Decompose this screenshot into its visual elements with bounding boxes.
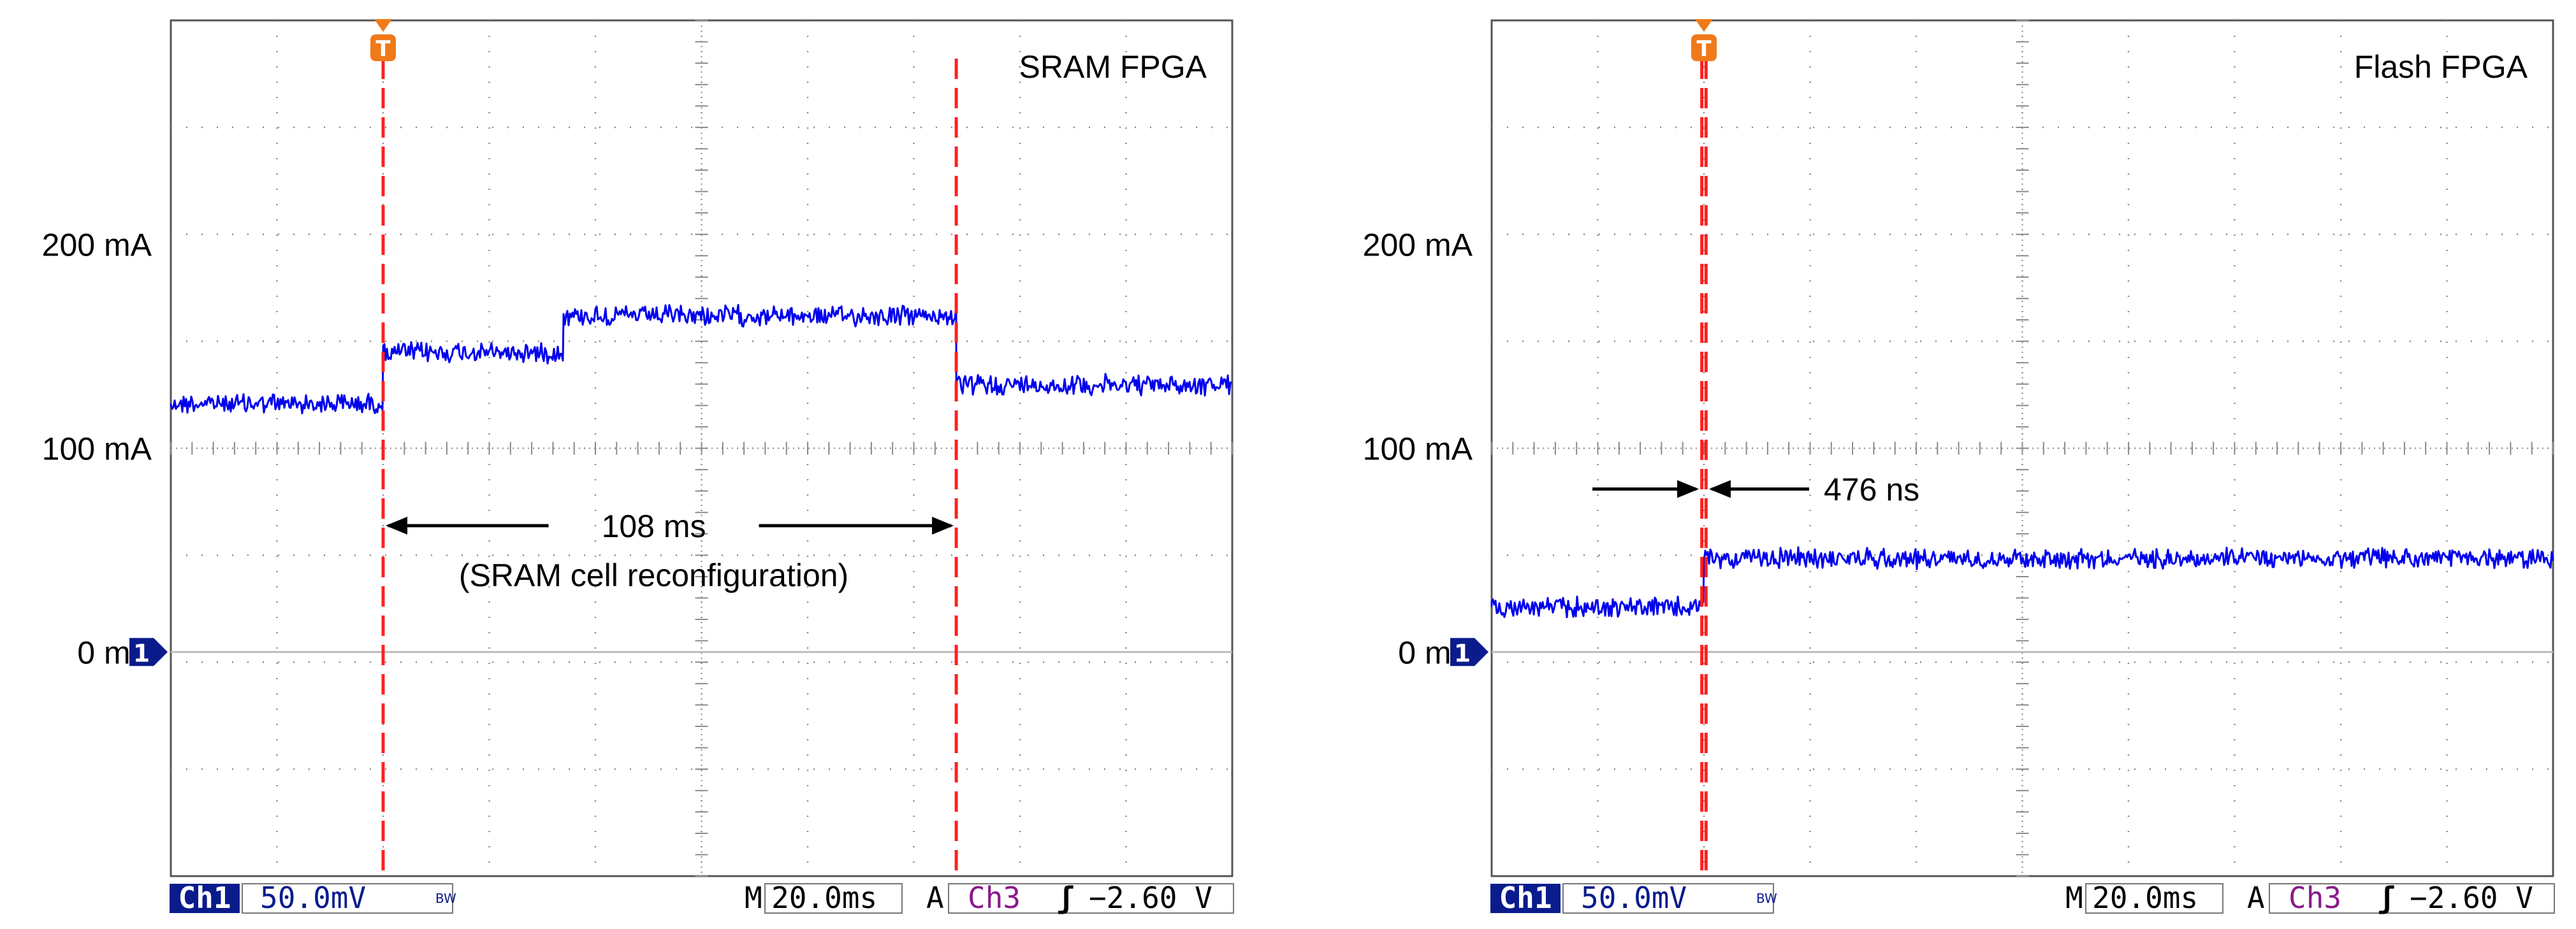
trigger-arrow — [1695, 19, 1713, 32]
channel-1-ground-marker: 1 — [1450, 638, 1488, 667]
channel-badge — [170, 884, 240, 913]
channel-label: Ch1 — [178, 881, 231, 915]
channel-badge — [1490, 884, 1561, 913]
panel-title: Flash FPGA — [2354, 49, 2528, 85]
status-bar: Ch1 50.0mV BW M 20.0ms A Ch3 ʃ −2.60 V — [170, 881, 1234, 915]
time-per-div: 20.0ms — [771, 881, 877, 915]
timebase-box — [2085, 883, 2223, 914]
trigger-source: Ch3 — [2289, 881, 2341, 915]
trigger-source: Ch3 — [968, 881, 1021, 915]
scale-box — [242, 883, 453, 914]
time-per-div: 20.0ms — [2092, 881, 2198, 915]
acquisition-mode: A — [926, 881, 944, 915]
trigger-level: −2.60 V — [1089, 881, 1212, 915]
arrowhead-left — [1677, 480, 1699, 498]
scale-box — [1562, 883, 1774, 914]
bandwidth-limit-indicator: BW — [1756, 891, 1777, 906]
trigger-marker: T — [370, 19, 396, 62]
volts-per-div: 50.0mV — [260, 881, 366, 915]
delay-label: 476 ns — [1824, 472, 1919, 507]
timebase-box — [764, 883, 903, 914]
marker-shape — [1450, 638, 1488, 666]
y-tick-label: 200 mA — [42, 227, 152, 263]
y-tick-label: 200 mA — [1363, 227, 1473, 263]
marker-label: 1 — [1454, 639, 1471, 667]
trigger-level: −2.60 V — [2410, 881, 2533, 915]
trigger-box-status — [948, 883, 1234, 914]
volts-per-div: 50.0mV — [1581, 881, 1687, 915]
trigger-slope-icon: ʃ — [2378, 881, 2396, 915]
arrowhead-right — [932, 517, 954, 535]
trigger-slope-icon: ʃ — [1057, 881, 1075, 915]
duration-label: 108 ms — [602, 508, 706, 544]
trigger-box-status — [2269, 883, 2555, 914]
trigger-arrow — [374, 19, 392, 32]
arrowhead-left — [386, 517, 407, 535]
marker-label: 1 — [133, 639, 150, 667]
y-tick-label: 100 mA — [1363, 431, 1473, 467]
trigger-label: T — [1696, 36, 1712, 62]
trigger-label: T — [375, 36, 391, 62]
trigger-marker: T — [1691, 19, 1717, 62]
arrowhead-right — [1709, 480, 1731, 498]
timebase-prefix: M — [2065, 881, 2083, 915]
marker-shape — [129, 638, 168, 666]
timebase-prefix: M — [745, 881, 762, 915]
current-trace — [170, 304, 1232, 415]
status-bar: Ch1 50.0mV BW M 20.0ms A Ch3 ʃ −2.60 V — [1490, 881, 2555, 915]
channel-label: Ch1 — [1499, 881, 1552, 915]
acquisition-mode: A — [2247, 881, 2265, 915]
current-trace — [1490, 546, 2554, 619]
bandwidth-limit-indicator: BW — [435, 891, 456, 906]
trigger-box — [370, 34, 396, 61]
channel-1-ground-marker: 1 — [129, 638, 168, 667]
duration-sublabel: (SRAM cell reconfiguration) — [459, 558, 848, 593]
panel-title: SRAM FPGA — [1019, 49, 1207, 85]
trigger-box — [1691, 34, 1717, 61]
y-tick-label: 100 mA — [42, 431, 152, 467]
